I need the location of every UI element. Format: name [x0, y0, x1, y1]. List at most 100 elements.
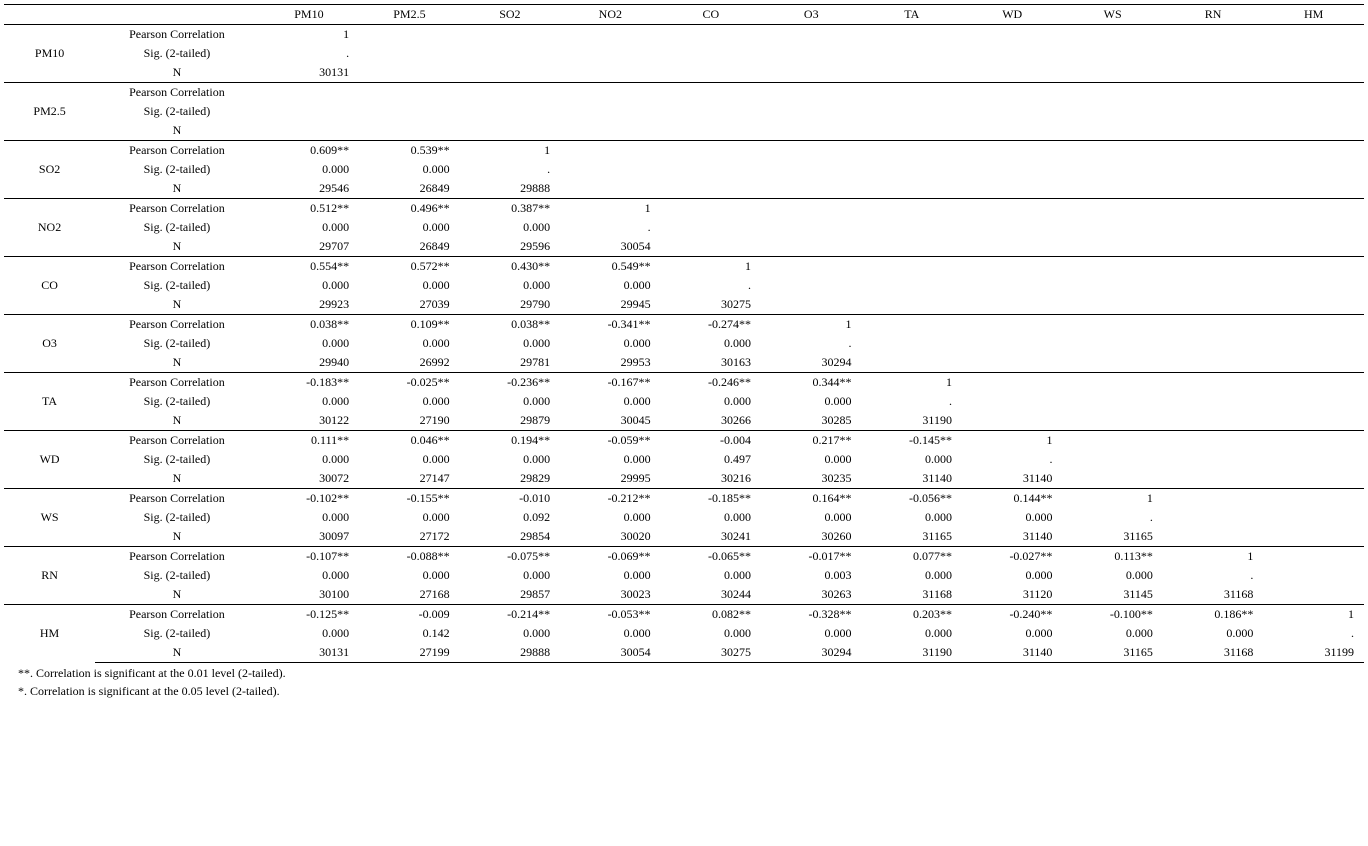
cell-value	[460, 25, 560, 45]
cell-value	[1062, 102, 1162, 121]
cell-value	[259, 102, 359, 121]
cell-value	[1263, 411, 1364, 431]
cell-value	[560, 44, 660, 63]
cell-value	[1062, 44, 1162, 63]
cell-value: 30131	[259, 643, 359, 663]
cell-value	[1062, 63, 1162, 83]
table-row: N295462684929888	[4, 179, 1364, 199]
cell-value	[862, 237, 962, 257]
cell-value: 0.000	[359, 450, 459, 469]
row-var-label: NO2	[4, 199, 95, 257]
stat-label: Sig. (2-tailed)	[95, 160, 259, 179]
cell-value	[1163, 63, 1263, 83]
cell-value	[862, 83, 962, 103]
cell-value: 0.000	[359, 392, 459, 411]
cell-value: 31190	[862, 643, 962, 663]
cell-value: 0.000	[359, 334, 459, 353]
cell-value: 0.144**	[962, 489, 1062, 509]
cell-value: -0.056**	[862, 489, 962, 509]
row-var-label: SO2	[4, 141, 95, 199]
cell-value	[1263, 160, 1364, 179]
cell-value	[661, 141, 761, 161]
cell-value: 1	[1062, 489, 1162, 509]
stat-label: Pearson Correlation	[95, 431, 259, 451]
cell-value	[1263, 179, 1364, 199]
cell-value: -0.027**	[962, 547, 1062, 567]
cell-value	[661, 237, 761, 257]
cell-value: 30285	[761, 411, 861, 431]
cell-value: 31140	[962, 527, 1062, 547]
cell-value	[661, 199, 761, 219]
cell-value: 29707	[259, 237, 359, 257]
cell-value: 31168	[1163, 585, 1263, 605]
cell-value	[661, 25, 761, 45]
cell-value: .	[862, 392, 962, 411]
cell-value	[661, 160, 761, 179]
cell-value	[560, 63, 660, 83]
cell-value	[862, 63, 962, 83]
cell-value: 0.000	[359, 508, 459, 527]
stat-label: N	[95, 121, 259, 141]
cell-value: 30275	[661, 643, 761, 663]
cell-value: 0.000	[661, 334, 761, 353]
cell-value	[962, 295, 1062, 315]
cell-value: 29857	[460, 585, 560, 605]
stat-label: Sig. (2-tailed)	[95, 508, 259, 527]
cell-value: 1	[259, 25, 359, 45]
cell-value	[1062, 295, 1162, 315]
cell-value	[460, 63, 560, 83]
cell-value	[1062, 373, 1162, 393]
table-row: Sig. (2-tailed)0.0000.0000.0000.0000.000…	[4, 566, 1364, 585]
table-row: Sig. (2-tailed).	[4, 44, 1364, 63]
cell-value: -0.065**	[661, 547, 761, 567]
table-row: HMPearson Correlation-0.125**-0.009-0.21…	[4, 605, 1364, 625]
cell-value: 0.000	[460, 566, 560, 585]
cell-value: 1	[1163, 547, 1263, 567]
cell-value	[1062, 411, 1162, 431]
cell-value: -0.328**	[761, 605, 861, 625]
cell-value: 30045	[560, 411, 660, 431]
cell-value: 0.387**	[460, 199, 560, 219]
cell-value: 0.000	[259, 566, 359, 585]
cell-value	[1163, 199, 1263, 219]
table-row: RNPearson Correlation-0.107**-0.088**-0.…	[4, 547, 1364, 567]
table-row: N29707268492959630054	[4, 237, 1364, 257]
table-row: N299402699229781299533016330294	[4, 353, 1364, 373]
row-var-label: O3	[4, 315, 95, 373]
cell-value	[1163, 489, 1263, 509]
cell-value: 31165	[1062, 527, 1162, 547]
cell-value	[560, 121, 660, 141]
cell-value	[359, 121, 459, 141]
cell-value	[862, 315, 962, 335]
cell-value: -0.004	[661, 431, 761, 451]
table-row: WDPearson Correlation0.111**0.046**0.194…	[4, 431, 1364, 451]
cell-value: 0.000	[962, 566, 1062, 585]
cell-value	[1062, 353, 1162, 373]
cell-value: 30122	[259, 411, 359, 431]
row-var-label: RN	[4, 547, 95, 605]
cell-value: 0.512**	[259, 199, 359, 219]
cell-value	[1263, 121, 1364, 141]
cell-value: -0.167**	[560, 373, 660, 393]
cell-value: 0.000	[560, 508, 660, 527]
cell-value: 0.000	[560, 624, 660, 643]
cell-value: -0.240**	[962, 605, 1062, 625]
cell-value: 30294	[761, 643, 861, 663]
cell-value	[1263, 102, 1364, 121]
cell-value	[1163, 411, 1263, 431]
cell-value	[962, 102, 1062, 121]
table-row: Sig. (2-tailed)0.0000.0000.0000.0000.497…	[4, 450, 1364, 469]
cell-value	[862, 102, 962, 121]
cell-value	[761, 25, 861, 45]
col-blank-var	[4, 5, 95, 25]
cell-value: 0.111**	[259, 431, 359, 451]
cell-value: 30275	[661, 295, 761, 315]
cell-value	[1263, 489, 1364, 509]
cell-value	[1263, 295, 1364, 315]
cell-value: 0.000	[560, 276, 660, 295]
stat-label: N	[95, 353, 259, 373]
cell-value	[962, 25, 1062, 45]
cell-value	[962, 392, 1062, 411]
stat-label: N	[95, 643, 259, 663]
row-var-label: WS	[4, 489, 95, 547]
